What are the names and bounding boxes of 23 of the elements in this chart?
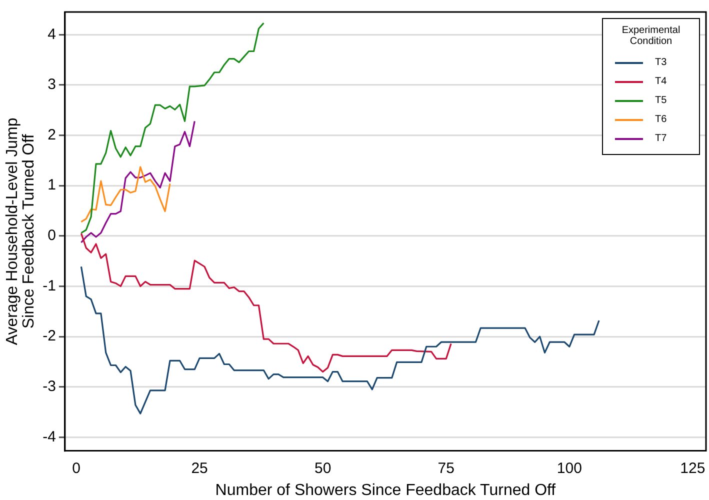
x-tick-label: 25 [191,460,208,477]
y-axis-title: Average Household-Level Jump Since Feedback Turned Off [4,118,38,346]
y-tick-label: -2 [42,328,56,345]
legend-label: T4 [655,76,667,87]
y-tick-label: -4 [42,428,56,446]
x-tick-label: 75 [438,460,454,477]
y-tick-label: -1 [42,277,56,294]
y-tick-label: 3 [48,76,56,94]
x-tick-label: 50 [314,460,332,477]
y-tick-label: 0 [48,227,56,244]
legend-label: T6 [655,114,667,125]
y-tick-label: 4 [48,26,56,43]
y-tick-label: -3 [42,378,56,396]
legend-label: T7 [655,133,667,144]
legend-label: T5 [655,95,667,106]
x-tick-label: 0 [72,460,80,477]
y-tick-label: 2 [48,126,56,144]
x-axis-title: Number of Showers Since Feedback Turned Off [215,482,556,499]
y-tick-label: 1 [48,176,56,194]
x-tick-label: 100 [556,460,582,477]
legend-label: T3 [655,57,667,68]
x-tick-label: 125 [680,460,706,477]
legend-title: Experimental Condition [620,25,682,47]
